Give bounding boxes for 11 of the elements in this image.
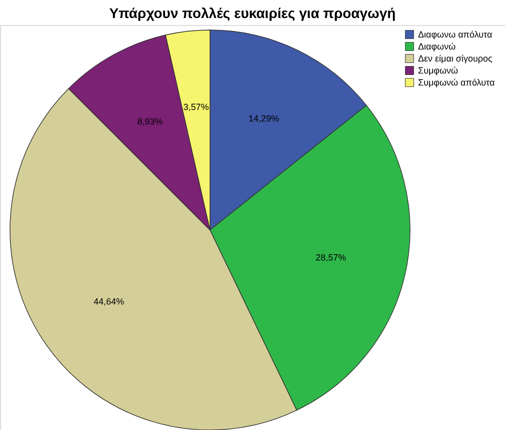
data-label: 28,57%	[316, 252, 346, 263]
legend-label: Διαφωνώ	[418, 42, 456, 52]
data-label: 3,57%	[183, 102, 209, 112]
legend-label: Συμφωνώ	[418, 66, 458, 76]
legend-label: Διαφωνω απόλυτα	[418, 30, 492, 40]
data-label: 8,93%	[137, 116, 163, 126]
data-label: 14,29%	[248, 113, 280, 124]
legend-label: Δεν είμαι σίγουρος	[418, 54, 494, 64]
legend-label: Συμφωνώ απόλυτα	[418, 78, 495, 88]
chart-title: Υπάρχουν πολλές ευκαιρίες για προαγωγή	[109, 5, 396, 21]
data-label: 44,64%	[94, 296, 124, 307]
